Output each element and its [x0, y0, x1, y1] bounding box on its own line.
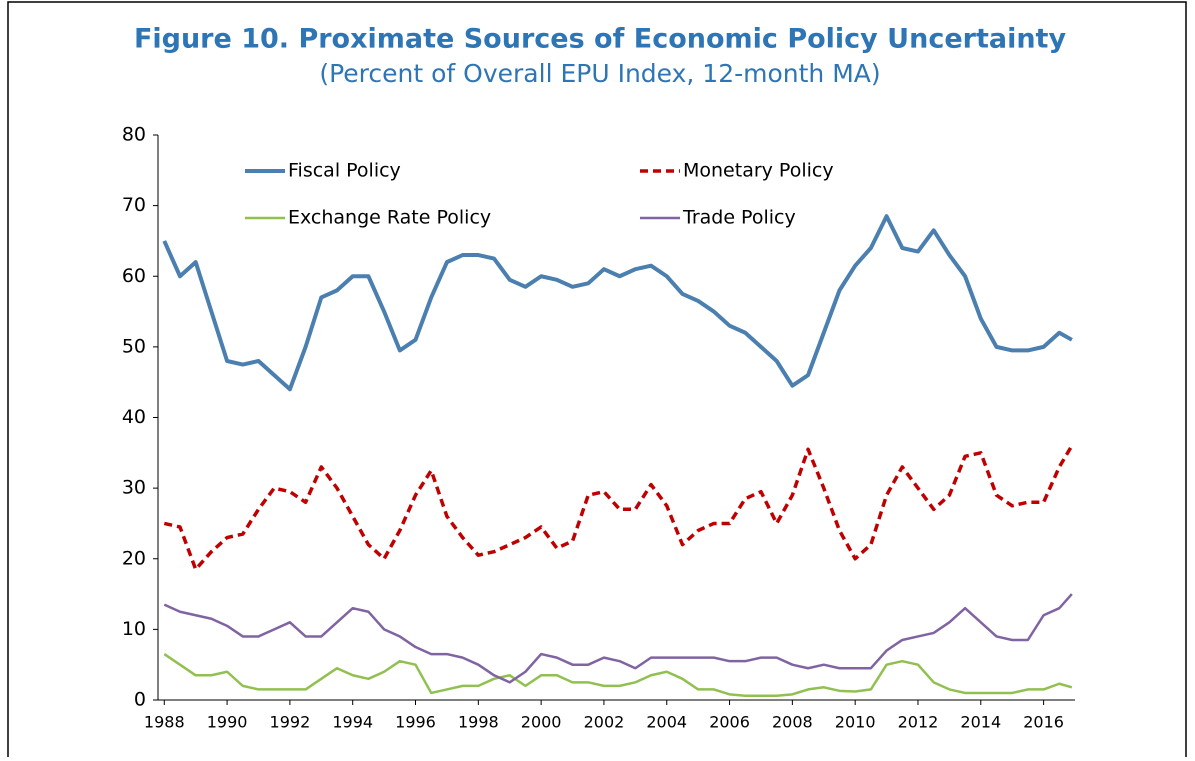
y-tick-label: 60	[122, 265, 146, 287]
x-tick-label: 2014	[960, 713, 1001, 732]
y-tick-label: 50	[122, 335, 146, 357]
x-tick-label: 2010	[835, 713, 876, 732]
chart-subtitle: (Percent of Overall EPU Index, 12-month …	[319, 59, 880, 88]
series-line	[163, 593, 1073, 684]
legend-label: Trade Policy	[682, 207, 796, 229]
x-tick-label: 1996	[395, 713, 436, 732]
chart-title: Figure 10. Proximate Sources of Economic…	[134, 24, 1067, 55]
series-line	[162, 214, 1073, 392]
x-tick-label: 2006	[709, 713, 750, 732]
x-tick-label: 2012	[898, 713, 939, 732]
x-tick-label: 1998	[458, 713, 499, 732]
legend-label: Fiscal Policy	[288, 160, 401, 182]
x-tick-label: 2002	[584, 713, 625, 732]
x-tick-label: 2008	[772, 713, 813, 732]
x-tick-label: 1992	[270, 713, 311, 732]
series-line	[163, 653, 1073, 698]
y-tick-label: 40	[122, 406, 146, 428]
x-tick-label: 1988	[144, 713, 185, 732]
y-tick-label: 20	[122, 547, 146, 569]
frame	[7, 1, 1187, 761]
x-tick-label: 2000	[521, 713, 562, 732]
legend-label: Exchange Rate Policy	[288, 207, 491, 229]
y-tick-label: 0	[134, 689, 146, 711]
x-tick-label: 1990	[207, 713, 248, 732]
x-tick-label: 1994	[332, 713, 373, 732]
x-tick-label: 2004	[646, 713, 687, 732]
y-tick-label: 10	[122, 618, 146, 640]
y-tick-label: 30	[122, 477, 146, 499]
y-tick-label: 70	[122, 194, 146, 216]
series-line	[163, 444, 1074, 572]
y-tick-label: 80	[122, 124, 146, 146]
x-tick-label: 2016	[1023, 713, 1064, 732]
legend-label: Monetary Policy	[683, 160, 834, 182]
